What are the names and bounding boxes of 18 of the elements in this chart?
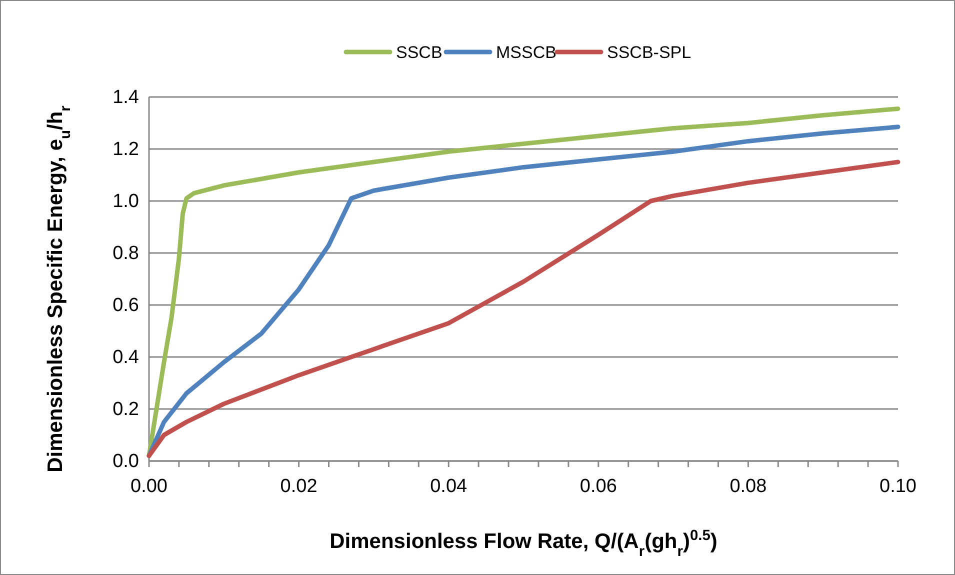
x-tick-label: 0.06 <box>580 476 617 497</box>
x-tick-label: 0.02 <box>280 476 318 497</box>
x-tick-label: 0.00 <box>130 476 168 497</box>
y-tick-label: 0.6 <box>112 295 139 316</box>
y-tick-label: 1.0 <box>112 191 139 212</box>
x-tick-label: 0.10 <box>880 476 916 497</box>
legend-label: SSCB-SPL <box>607 43 692 62</box>
y-tick-label: 1.4 <box>112 87 140 108</box>
y-tick-label: 0.0 <box>112 451 139 472</box>
legend-label: SSCB <box>396 43 442 62</box>
y-tick-label: 0.8 <box>112 243 139 264</box>
x-axis-title: Dimensionless Flow Rate, Q/(A$_{r}$(gh$_{r}$)$^{0.5}$) <box>330 528 718 560</box>
y-tick-label: 0.2 <box>112 399 139 420</box>
y-tick-label: 0.4 <box>112 347 140 368</box>
x-tick-label: 0.04 <box>430 476 468 497</box>
legend-label: MSSCB <box>496 43 556 62</box>
y-tick-label: 1.2 <box>112 139 139 160</box>
x-tick-label: 0.08 <box>730 476 767 497</box>
